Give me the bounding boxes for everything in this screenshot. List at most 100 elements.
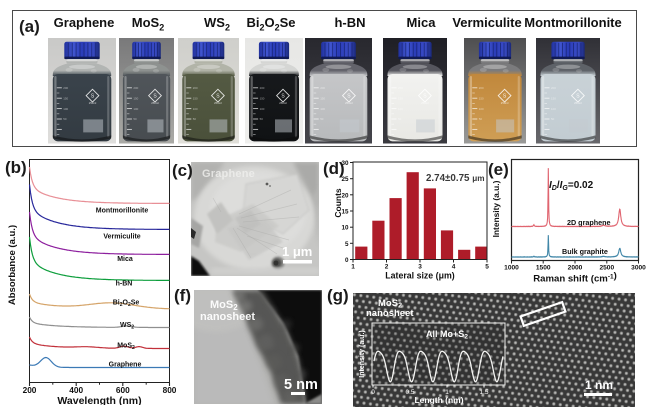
svg-text:150: 150 [63, 96, 68, 100]
svg-text:600: 600 [116, 385, 130, 395]
svg-text:100: 100 [193, 107, 198, 111]
svg-text:5: 5 [485, 264, 489, 271]
svg-text:2500: 2500 [599, 264, 614, 271]
svg-text:250ml: 250ml [345, 101, 353, 105]
svg-text:3: 3 [418, 264, 422, 271]
svg-text:S: S [423, 93, 427, 99]
svg-text:200: 200 [260, 86, 265, 90]
svg-text:150: 150 [398, 96, 403, 100]
svg-text:50: 50 [63, 117, 67, 121]
svg-text:250ml: 250ml [151, 101, 159, 105]
svg-text:200: 200 [133, 86, 138, 90]
svg-text:S: S [347, 93, 351, 99]
svg-text:50: 50 [133, 117, 137, 121]
svg-text:5 nm: 5 nm [284, 377, 318, 393]
svg-text:1 nm: 1 nm [585, 378, 613, 392]
svg-text:0: 0 [345, 257, 349, 264]
svg-text:Absorbance (a.u.): Absorbance (a.u.) [7, 225, 18, 305]
svg-text:Bulk graphite: Bulk graphite [562, 247, 608, 256]
svg-text:250ml: 250ml [279, 101, 287, 105]
svg-text:2000: 2000 [568, 264, 583, 271]
svg-text:nanosheet: nanosheet [200, 311, 255, 323]
svg-text:1500: 1500 [536, 264, 551, 271]
svg-text:S: S [576, 93, 580, 99]
svg-text:Mica: Mica [117, 256, 133, 263]
svg-text:MoS2: MoS2 [378, 298, 402, 310]
svg-text:800: 800 [163, 385, 177, 395]
svg-text:20: 20 [341, 192, 349, 199]
svg-text:Raman shift (cm-1): Raman shift (cm-1) [533, 271, 617, 285]
svg-text:1.5: 1.5 [479, 389, 488, 396]
svg-text:15: 15 [341, 209, 349, 216]
svg-text:100: 100 [398, 107, 403, 111]
svg-text:250ml: 250ml [89, 101, 97, 105]
svg-text:nanosheet: nanosheet [366, 308, 414, 319]
svg-text:25: 25 [341, 176, 349, 183]
svg-text:200: 200 [479, 86, 484, 90]
svg-text:ID/IG=0.02: ID/IG=0.02 [549, 180, 594, 192]
svg-text:S: S [281, 93, 285, 99]
svg-text:Graphene: Graphene [109, 362, 142, 369]
svg-text:150: 150 [320, 96, 325, 100]
svg-text:S: S [503, 93, 507, 99]
svg-text:200: 200 [23, 385, 37, 395]
svg-text:Vermiculite: Vermiculite [103, 234, 140, 241]
svg-text:200: 200 [193, 86, 198, 90]
svg-text:50: 50 [479, 117, 483, 121]
svg-text:150: 150 [260, 96, 265, 100]
svg-text:100: 100 [63, 107, 68, 111]
svg-text:30: 30 [341, 160, 349, 167]
svg-text:Counts: Counts [333, 188, 343, 218]
svg-text:50: 50 [551, 117, 555, 121]
svg-text:2D graphene: 2D graphene [567, 218, 611, 227]
svg-text:S: S [216, 93, 220, 99]
svg-text:1: 1 [351, 264, 355, 271]
svg-text:150: 150 [193, 96, 198, 100]
svg-text:MoS2: MoS2 [117, 343, 135, 352]
svg-text:250ml: 250ml [214, 101, 222, 105]
svg-text:Length (nm): Length (nm) [414, 395, 463, 405]
svg-text:4: 4 [452, 264, 456, 271]
svg-text:Montmorillonite: Montmorillonite [96, 208, 149, 215]
svg-text:Intensity (a.u.): Intensity (a.u.) [359, 330, 366, 377]
svg-text:Lateral size (μm): Lateral size (μm) [385, 271, 454, 281]
svg-text:All Mo+S2: All Mo+S2 [426, 329, 468, 341]
svg-text:200: 200 [551, 86, 556, 90]
svg-text:100: 100 [133, 107, 138, 111]
svg-text:150: 150 [551, 96, 556, 100]
svg-text:250ml: 250ml [574, 101, 582, 105]
svg-text:200: 200 [320, 86, 325, 90]
svg-text:150: 150 [133, 96, 138, 100]
svg-text:0: 0 [371, 389, 375, 396]
svg-text:Wavelength (nm): Wavelength (nm) [57, 395, 141, 405]
svg-text:50: 50 [260, 117, 264, 121]
svg-text:400: 400 [69, 385, 83, 395]
svg-text:100: 100 [479, 107, 484, 111]
svg-text:1 μm: 1 μm [282, 244, 312, 259]
svg-text:50: 50 [193, 117, 197, 121]
svg-text:250ml: 250ml [501, 101, 509, 105]
svg-text:50: 50 [398, 117, 402, 121]
svg-text:S: S [91, 93, 95, 99]
svg-text:10: 10 [341, 225, 349, 232]
svg-text:150: 150 [479, 96, 484, 100]
svg-text:250ml: 250ml [421, 101, 429, 105]
svg-text:100: 100 [551, 107, 556, 111]
svg-text:Intensity (a.u.): Intensity (a.u.) [491, 180, 501, 237]
svg-text:3000: 3000 [631, 264, 646, 271]
svg-text:5: 5 [345, 241, 349, 248]
svg-text:WS2: WS2 [120, 322, 134, 331]
svg-text:100: 100 [260, 107, 265, 111]
svg-text:200: 200 [63, 86, 68, 90]
svg-text:2.74±0.75 μm: 2.74±0.75 μm [426, 173, 485, 184]
svg-text:Graphene: Graphene [202, 168, 255, 180]
svg-text:200: 200 [398, 86, 403, 90]
svg-text:100: 100 [320, 107, 325, 111]
svg-text:Bi2O2Se: Bi2O2Se [113, 300, 140, 309]
svg-text:h-BN: h-BN [116, 281, 133, 288]
svg-text:MoS2: MoS2 [210, 299, 238, 312]
svg-text:S: S [153, 93, 157, 99]
svg-text:0.5: 0.5 [405, 389, 414, 396]
svg-text:50: 50 [320, 117, 324, 121]
svg-text:2: 2 [385, 264, 389, 271]
